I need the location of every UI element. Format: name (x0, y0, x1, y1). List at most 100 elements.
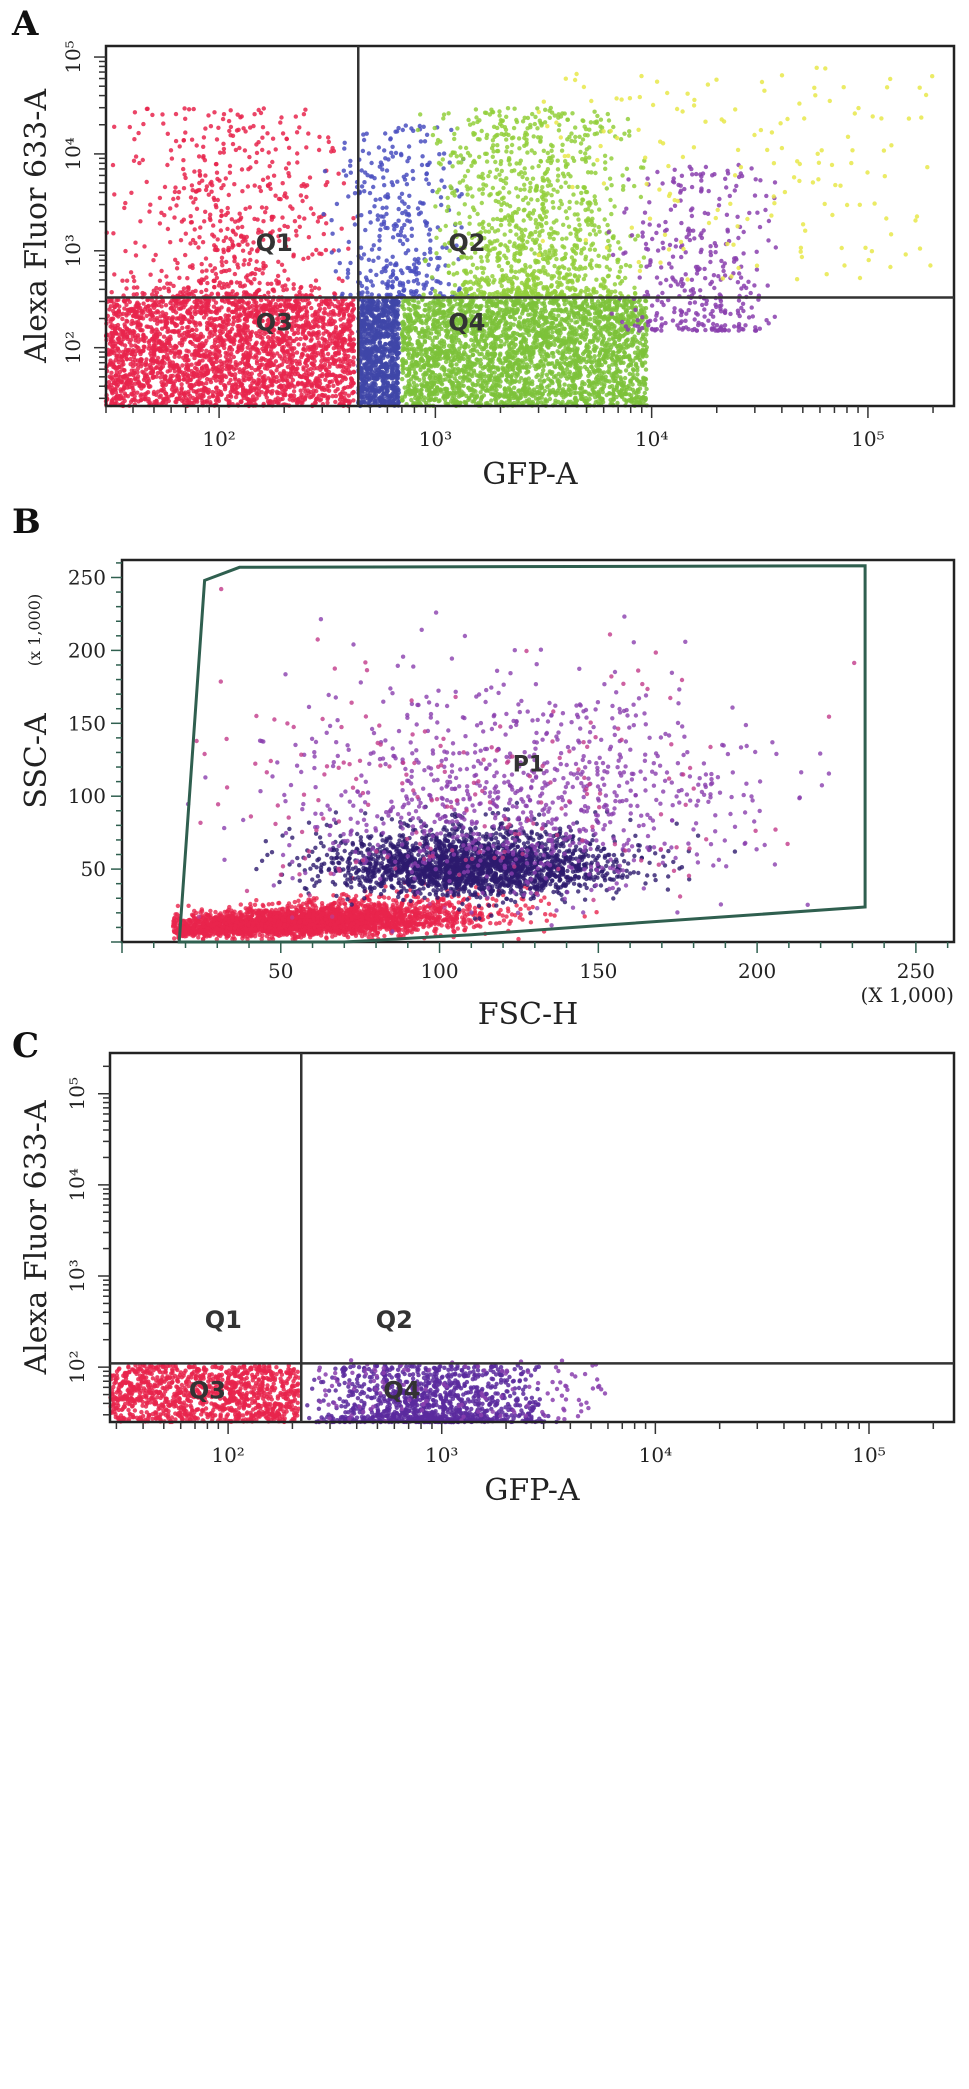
data-point (166, 398, 171, 404)
data-point (233, 381, 238, 387)
data-point (348, 158, 353, 164)
data-point (113, 326, 118, 331)
data-point (122, 299, 128, 304)
data-point (269, 379, 274, 384)
data-point (172, 321, 178, 327)
data-point (175, 260, 180, 266)
data-point (424, 273, 429, 278)
data-point (226, 333, 232, 338)
data-point (316, 343, 322, 348)
data-point (390, 329, 395, 335)
data-point (388, 274, 393, 280)
data-point (194, 206, 200, 211)
data-point (172, 379, 178, 384)
data-point (140, 290, 145, 296)
data-point (321, 231, 326, 237)
data-point (195, 309, 200, 315)
data-point (292, 219, 298, 224)
data-point (388, 261, 393, 266)
data-point (416, 256, 421, 262)
data-point (327, 333, 332, 338)
data-point (162, 285, 167, 290)
data-point (162, 361, 167, 366)
data-point (239, 167, 245, 172)
data-point (250, 394, 256, 399)
data-point (180, 363, 185, 368)
data-point (197, 235, 202, 240)
data-point (279, 115, 284, 120)
data-point (261, 106, 266, 111)
data-point (183, 302, 188, 308)
data-point (225, 205, 230, 211)
data-point (317, 134, 322, 140)
data-point (153, 252, 158, 258)
data-point (308, 366, 314, 372)
data-point (294, 350, 300, 355)
data-point (365, 370, 370, 376)
data-point (377, 348, 383, 354)
data-point (369, 303, 374, 308)
data-point (201, 154, 206, 159)
data-point (242, 148, 248, 153)
data-point (374, 354, 379, 359)
data-point (208, 181, 213, 186)
data-point (145, 304, 151, 309)
data-point (177, 396, 182, 401)
data-point (489, 398, 494, 403)
data-point (218, 359, 223, 364)
data-point (205, 326, 210, 331)
data-point (305, 345, 310, 350)
data-point (421, 201, 426, 206)
data-point (136, 130, 141, 136)
data-point (303, 107, 308, 112)
data-point (234, 280, 240, 285)
data-point (183, 116, 188, 122)
data-point (346, 246, 351, 251)
data-point (165, 226, 171, 232)
data-point (643, 367, 649, 372)
data-point (298, 285, 303, 291)
data-point (202, 219, 207, 224)
data-point (120, 330, 126, 335)
data-point (111, 351, 117, 356)
data-point (391, 347, 397, 352)
data-point (397, 238, 403, 243)
data-point (229, 351, 234, 356)
data-point (384, 205, 389, 210)
data-point (233, 232, 238, 237)
data-point (168, 240, 173, 245)
data-point (148, 325, 154, 330)
data-point (121, 334, 126, 339)
data-point (349, 302, 354, 307)
data-point (130, 392, 135, 397)
data-point (135, 380, 141, 385)
data-point (264, 303, 269, 308)
data-point (411, 262, 417, 267)
data-point (150, 112, 155, 118)
data-point (209, 320, 215, 326)
data-point (265, 281, 270, 286)
data-point (255, 217, 260, 222)
data-point (219, 255, 225, 260)
data-point (413, 290, 418, 296)
data-point (159, 268, 164, 274)
data-point (449, 127, 454, 133)
data-point (258, 303, 263, 308)
data-point (189, 137, 195, 142)
data-point (329, 302, 335, 307)
data-point (293, 228, 299, 234)
data-point (200, 309, 206, 314)
data-point (206, 300, 211, 305)
data-point (110, 375, 115, 380)
data-point (325, 400, 330, 405)
data-point (132, 368, 137, 373)
data-point (188, 393, 193, 399)
data-point (177, 341, 182, 346)
data-point (128, 399, 134, 404)
data-point (167, 368, 173, 373)
data-point (317, 381, 323, 386)
data-point (117, 332, 122, 337)
data-point (144, 324, 149, 329)
data-point (204, 287, 209, 293)
data-point (131, 158, 137, 163)
